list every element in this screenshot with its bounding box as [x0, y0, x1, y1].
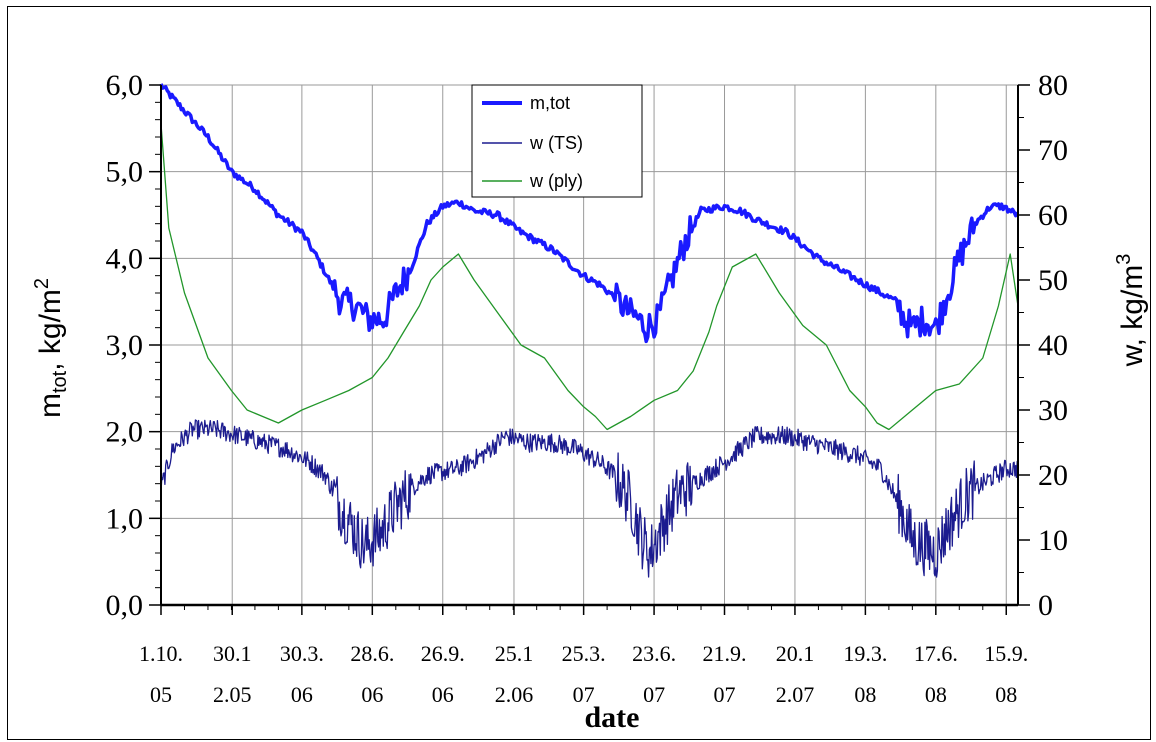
- series-layer: [159, 83, 1019, 578]
- x-tick-label-line1: 30.3.: [280, 641, 324, 666]
- x-tick-label-line1: 30.1: [213, 641, 252, 666]
- y-axis-right-title: w, kg/m3: [1113, 254, 1149, 368]
- legend: m,tot w (TS) w (ply): [471, 84, 643, 198]
- right-axis-ticks: 0 10 20 30 40 50 60 70 80: [1018, 69, 1068, 622]
- x-tick-label-line2: 08: [995, 682, 1017, 707]
- legend-label-w-ts: w (TS): [529, 133, 583, 153]
- x-tick-label-line1: 1.10.: [139, 641, 183, 666]
- x-tick-label-line1: 25.3.: [562, 641, 606, 666]
- x-tick-label-line2: 05: [150, 682, 172, 707]
- x-tick-label-line2: 2.07: [776, 682, 815, 707]
- y-axis-left-title: mtot, kg/m2: [31, 278, 71, 418]
- chart-frame: [7, 6, 1151, 740]
- x-tick-label-line2: 08: [854, 682, 876, 707]
- x-tick-label-line2: 06: [361, 682, 383, 707]
- x-tick-label-line1: 20.1: [776, 641, 815, 666]
- right-tick-label: 40: [1038, 329, 1068, 362]
- left-tick-label: 6,0: [106, 69, 144, 102]
- left-axis-ticks: 0,0 1,0 2,0 3,0 4,0 5,0 6,0: [106, 69, 161, 622]
- x-axis-title: date: [585, 701, 640, 734]
- x-tick-label-line2: 06: [291, 682, 313, 707]
- x-axis-ticks: 1.10. 05 30.1 2.05 30.3. 06 28.6. 06 26.9. 06 25.1…: [139, 605, 1028, 707]
- left-tick-label: 2,0: [106, 416, 144, 449]
- x-tick-label-line2: 07: [573, 682, 595, 707]
- series-line-w-ply: [160, 123, 1019, 431]
- left-tick-label: 3,0: [106, 329, 144, 362]
- legend-label-w-ply: w (ply): [529, 171, 583, 191]
- right-tick-label: 70: [1038, 134, 1068, 167]
- series-line-w-ts: [160, 419, 1019, 578]
- right-tick-label: 60: [1038, 199, 1068, 232]
- right-tick-label: 10: [1038, 524, 1068, 557]
- x-tick-label-line2: 08: [925, 682, 947, 707]
- left-tick-label: 4,0: [106, 242, 144, 275]
- x-tick-label-line1: 15.9.: [984, 641, 1028, 666]
- x-tick-label-line1: 17.6.: [914, 641, 958, 666]
- legend-label-m-tot: m,tot: [530, 93, 570, 113]
- right-tick-label: 0: [1038, 589, 1053, 622]
- x-tick-label-line1: 21.9.: [703, 641, 747, 666]
- x-tick-label-line2: 2.06: [495, 682, 534, 707]
- x-tick-label-line2: 2.05: [213, 682, 252, 707]
- left-tick-label: 1,0: [106, 502, 144, 535]
- left-tick-label: 5,0: [106, 156, 144, 189]
- right-tick-label: 80: [1038, 69, 1068, 102]
- x-tick-label-line1: 26.9.: [421, 641, 465, 666]
- x-tick-label-line2: 07: [643, 682, 665, 707]
- x-tick-label-line1: 23.6.: [632, 641, 676, 666]
- right-tick-label: 50: [1038, 264, 1068, 297]
- left-tick-label: 0,0: [106, 589, 144, 622]
- right-tick-label: 20: [1038, 459, 1068, 492]
- x-tick-label-line1: 28.6.: [350, 641, 394, 666]
- x-tick-label-line1: 25.1: [495, 641, 534, 666]
- series-line-m-tot: [159, 83, 1019, 344]
- x-tick-label-line2: 06: [432, 682, 454, 707]
- x-tick-label-line1: 19.3.: [843, 641, 887, 666]
- x-tick-label-line2: 07: [714, 682, 736, 707]
- right-tick-label: 30: [1038, 394, 1068, 427]
